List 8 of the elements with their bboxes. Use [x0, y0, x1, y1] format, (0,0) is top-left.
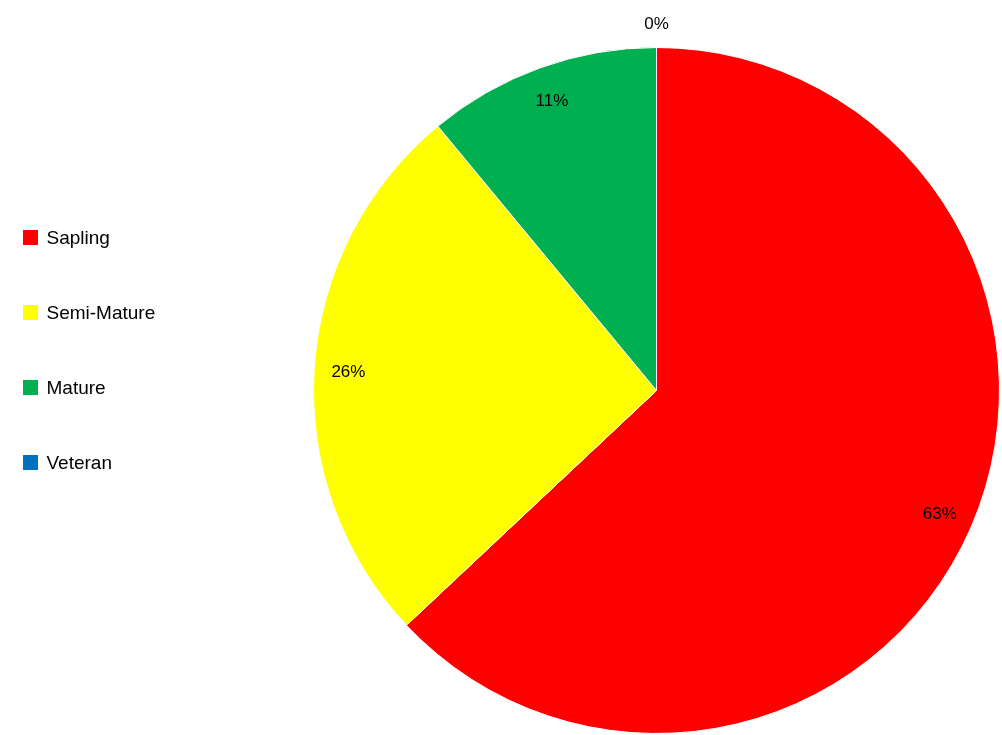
legend-label: Semi-Mature — [46, 302, 156, 323]
data-label: 11% — [535, 90, 569, 110]
data-label: 26% — [331, 361, 366, 381]
legend-label: Mature — [46, 377, 106, 398]
data-label: 63% — [922, 503, 957, 523]
legend-label: Veteran — [46, 452, 112, 473]
legend-label: Sapling — [46, 227, 110, 248]
text: 0% — [644, 13, 669, 33]
